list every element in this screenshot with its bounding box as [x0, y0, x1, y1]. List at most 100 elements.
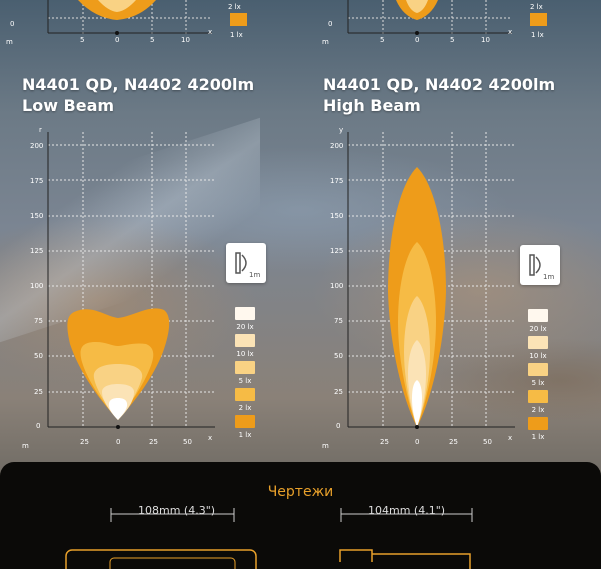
high-beam-legend-swatch-1lx [528, 417, 548, 430]
low-beam-y-tick: 175 [30, 177, 43, 185]
low-beam-title: N4401 QD, N4402 4200lm Low Beam [22, 74, 254, 116]
high-beam-unit: m [322, 442, 329, 450]
low-beam-20lx-zone [108, 398, 128, 420]
high-beam-legend-label: 10 lx [529, 352, 547, 360]
top-left-x-tick: 10 [181, 36, 190, 44]
low-beam-legend-swatch-20lx [235, 307, 255, 320]
low-beam-title-model: N4401 QD, N4402 4200lm [22, 75, 255, 94]
high-beam-y-axis-label: y [339, 126, 343, 134]
drawings-panel: Чертежи 108mm (4.3") 104mm (4.1") [0, 462, 601, 569]
drawing-dimension-width-right: 104mm (4.1") [368, 504, 446, 517]
low-beam-y-axis-label: r [39, 126, 42, 134]
drawings-dimension-lines [65, 508, 473, 569]
low-beam-x-tick: 25 [149, 438, 158, 446]
high-beam-title-mode: High Beam [323, 96, 421, 115]
low-beam-x-tick: 0 [116, 438, 120, 446]
high-beam-legend: 20 lx 10 lx 5 lx 2 lx 1 lx [523, 309, 553, 444]
low-beam-headlight-distance-icon: 1m [226, 243, 266, 283]
top-left-legend-swatch-1lx [230, 13, 247, 26]
top-right-x-axis-label: x [508, 28, 512, 36]
low-beam-x-tick: 25 [80, 438, 89, 446]
high-beam-x-axis-label: x [508, 434, 512, 442]
high-beam-legend-label: 1 lx [531, 433, 545, 441]
top-left-x-tick: 5 [80, 36, 84, 44]
top-left-legend-label: 1 lx [230, 31, 243, 39]
drawing-side-view [339, 549, 471, 569]
top-left-y-zero: 0 [10, 20, 14, 28]
top-left-partial-chart: 0 m 5 0 5 10 x 2 lx 1 lx [6, 0, 247, 46]
high-beam-y-tick: 25 [334, 388, 343, 396]
low-beam-y-tick: 150 [30, 212, 43, 220]
low-beam-y-tick: 0 [36, 422, 40, 430]
top-left-x-axis-label: x [208, 28, 212, 36]
low-beam-x-axis-label: x [208, 434, 212, 442]
high-beam-legend-label: 20 lx [529, 325, 547, 333]
top-left-legend-label: 2 lx [228, 3, 241, 11]
top-left-x-tick: 0 [115, 36, 119, 44]
low-beam-x-tick: 50 [183, 438, 192, 446]
top-right-unit: m [322, 38, 329, 46]
top-right-x-tick: 5 [450, 36, 454, 44]
top-right-x-tick: 5 [380, 36, 384, 44]
high-beam-y-tick: 175 [330, 177, 343, 185]
high-beam-grid [348, 132, 515, 427]
low-beam-grid [48, 132, 215, 427]
drawing-front-view [65, 549, 257, 569]
low-beam-legend-swatch-2lx [235, 388, 255, 401]
top-right-legend-swatch-1lx [530, 13, 547, 26]
high-beam-legend-swatch-20lx [528, 309, 548, 322]
low-beam-chart: r 200 175 150 125 100 75 50 25 0 m 25 0 … [22, 126, 215, 450]
headlight-icon: 1m [529, 254, 554, 281]
low-beam-unit: m [22, 442, 29, 450]
high-beam-y-tick: 0 [336, 422, 340, 430]
low-beam-legend-swatch-1lx [235, 415, 255, 428]
high-beam-x-tick: 50 [483, 438, 492, 446]
low-beam-y-tick: 100 [30, 282, 43, 290]
high-beam-y-tick: 200 [330, 142, 343, 150]
low-beam-title-mode: Low Beam [22, 96, 115, 115]
top-right-legend-label: 1 lx [531, 31, 544, 39]
high-beam-legend-swatch-10lx [528, 336, 548, 349]
drawing-dimension-width-left: 108mm (4.3") [138, 504, 216, 517]
low-beam-legend-swatch-5lx [235, 361, 255, 374]
high-beam-x-tick: 25 [380, 438, 389, 446]
low-beam-legend-label: 10 lx [236, 350, 254, 358]
low-beam-y-tick: 200 [30, 142, 43, 150]
low-beam-legend-label: 5 lx [238, 377, 252, 385]
svg-text:1m: 1m [249, 271, 260, 279]
high-beam-chart: y 200 175 150 125 100 75 50 25 0 m 25 0 … [322, 126, 515, 450]
high-beam-legend-label: 2 lx [531, 406, 545, 414]
top-left-unit: m [6, 38, 13, 46]
low-beam-legend-label: 1 lx [238, 431, 252, 439]
low-beam-y-tick: 125 [30, 247, 43, 255]
high-beam-y-tick: 50 [334, 352, 343, 360]
high-beam-title: N4401 QD, N4402 4200lm High Beam [323, 74, 555, 116]
low-beam-legend: 20 lx 10 lx 5 lx 2 lx 1 lx [230, 307, 260, 442]
top-right-partial-chart: 0 m 5 0 5 10 x 2 lx 1 lx [322, 0, 547, 46]
high-beam-legend-swatch-2lx [528, 390, 548, 403]
low-beam-y-tick: 25 [34, 388, 43, 396]
low-beam-y-tick: 75 [34, 317, 43, 325]
high-beam-y-tick: 150 [330, 212, 343, 220]
high-beam-x-tick: 25 [449, 438, 458, 446]
high-beam-title-model: N4401 QD, N4402 4200lm [323, 75, 556, 94]
high-beam-y-tick: 75 [334, 317, 343, 325]
high-beam-20lx-zone [412, 380, 422, 427]
low-beam-legend-label: 20 lx [236, 323, 254, 331]
low-beam-legend-label: 2 lx [238, 404, 252, 412]
low-beam-y-tick: 50 [34, 352, 43, 360]
high-beam-headlight-distance-icon: 1m [520, 245, 560, 285]
top-left-x-tick: 5 [150, 36, 154, 44]
low-beam-legend-swatch-10lx [235, 334, 255, 347]
high-beam-legend-label: 5 lx [531, 379, 545, 387]
high-beam-y-tick: 100 [330, 282, 343, 290]
drawings-title: Чертежи [267, 484, 334, 500]
top-right-x-tick: 0 [415, 36, 419, 44]
top-right-x-tick: 10 [481, 36, 490, 44]
headlight-icon: 1m [235, 252, 260, 279]
svg-text:1m: 1m [543, 273, 554, 281]
high-beam-x-tick: 0 [415, 438, 419, 446]
high-beam-y-tick: 125 [330, 247, 343, 255]
high-beam-legend-swatch-5lx [528, 363, 548, 376]
top-right-legend-label: 2 lx [530, 3, 543, 11]
